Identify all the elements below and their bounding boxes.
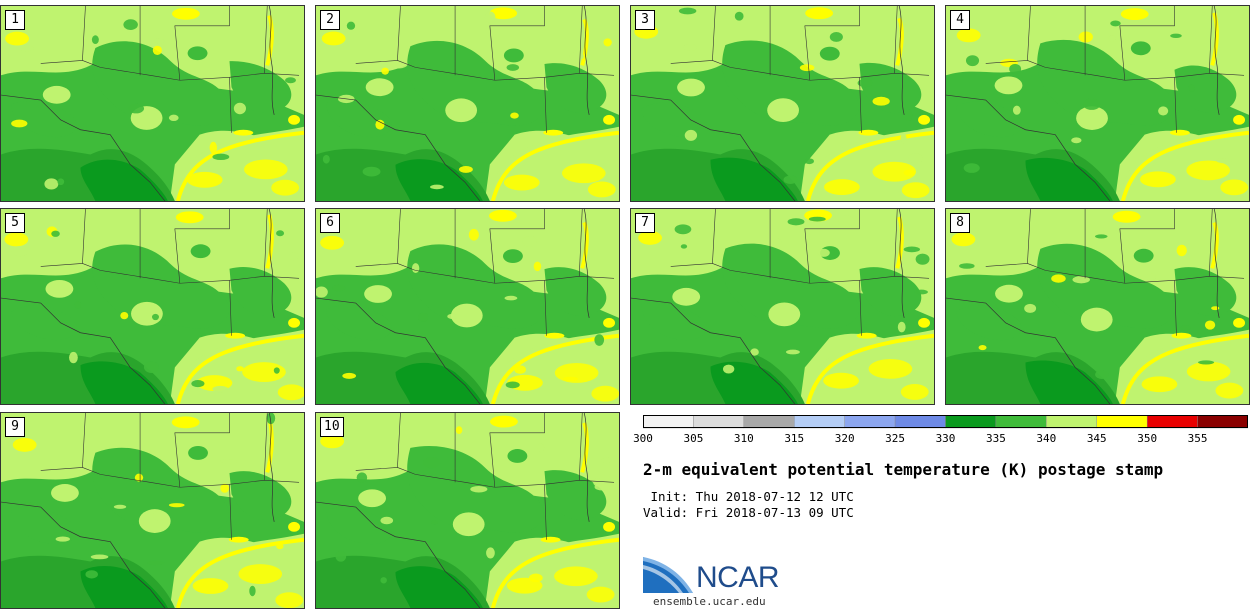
member-number-label: 8 bbox=[950, 213, 970, 233]
colorbar-swatch bbox=[995, 415, 1047, 429]
member-number-label: 6 bbox=[320, 213, 340, 233]
colorbar-tick-label: 315 bbox=[784, 432, 805, 445]
colorbar-outline bbox=[643, 415, 1248, 428]
member-map bbox=[946, 209, 1249, 404]
colorbar-swatch bbox=[894, 415, 946, 429]
member-map bbox=[1, 209, 304, 404]
member-number-label: 9 bbox=[5, 417, 25, 437]
colorbar-swatch bbox=[693, 415, 745, 429]
member-number-label: 5 bbox=[5, 213, 25, 233]
colorbar-swatch bbox=[844, 415, 896, 429]
ensemble-member-panel: 4 bbox=[945, 5, 1250, 202]
colorbar-swatch bbox=[643, 415, 694, 429]
member-map bbox=[1, 413, 304, 608]
valid-time: Valid: Fri 2018-07-13 09 UTC bbox=[643, 505, 854, 520]
colorbar-swatch bbox=[1096, 415, 1148, 429]
colorbar-ticks: 300 305 310 315 320 325 330 335 340 345 350 355 bbox=[633, 432, 1248, 448]
colorbar-tick-label: 350 bbox=[1137, 432, 1158, 445]
colorbar-swatch bbox=[1197, 415, 1248, 429]
ensemble-member-panel: 6 bbox=[315, 208, 620, 405]
ensemble-member-panel: 3 bbox=[630, 5, 935, 202]
member-number-label: 3 bbox=[635, 10, 655, 30]
member-number-label: 1 bbox=[5, 10, 25, 30]
member-map bbox=[946, 6, 1249, 201]
member-map bbox=[316, 209, 619, 404]
member-number-label: 4 bbox=[950, 10, 970, 30]
colorbar-tick-label: 320 bbox=[834, 432, 855, 445]
figure-title: 2-m equivalent potential temperature (K)… bbox=[643, 460, 1164, 479]
ensemble-member-panel: 1 bbox=[0, 5, 305, 202]
colorbar-swatch bbox=[794, 415, 845, 429]
ensemble-member-panel: 8 bbox=[945, 208, 1250, 405]
colorbar-tick-label: 305 bbox=[683, 432, 704, 445]
ensemble-member-panel: 2 bbox=[315, 5, 620, 202]
member-map bbox=[316, 413, 619, 608]
member-map bbox=[316, 6, 619, 201]
colorbar-tick-label: 345 bbox=[1086, 432, 1107, 445]
member-number-label: 2 bbox=[320, 10, 340, 30]
ncar-wordmark: NCAR bbox=[696, 561, 780, 594]
member-map bbox=[631, 6, 934, 201]
ncar-logo-icon bbox=[643, 557, 693, 593]
member-number-label: 7 bbox=[635, 213, 655, 233]
colorbar-tick-label: 310 bbox=[733, 432, 754, 445]
member-map bbox=[631, 209, 934, 404]
ensemble-member-panel: 7 bbox=[630, 208, 935, 405]
colorbar-tick-label: 300 bbox=[633, 432, 653, 445]
colorbar-tick-label: 355 bbox=[1187, 432, 1208, 445]
website-url: ensemble.ucar.edu bbox=[653, 595, 766, 608]
ensemble-member-panel: 9 bbox=[0, 412, 305, 609]
colorbar-tick-label: 340 bbox=[1036, 432, 1057, 445]
colorbar-swatch bbox=[743, 415, 795, 429]
member-map bbox=[1, 6, 304, 201]
colorbar-swatch bbox=[945, 415, 997, 429]
colorbar-tick-label: 325 bbox=[885, 432, 906, 445]
colorbar-tick-label: 330 bbox=[935, 432, 956, 445]
member-number-label: 10 bbox=[320, 417, 344, 437]
ensemble-member-panel: 10 bbox=[315, 412, 620, 609]
init-time: Init: Thu 2018-07-12 12 UTC bbox=[643, 489, 854, 504]
colorbar-swatch bbox=[1146, 415, 1198, 429]
ensemble-member-panel: 5 bbox=[0, 208, 305, 405]
colorbar-swatch bbox=[1046, 415, 1097, 429]
colorbar bbox=[643, 415, 1248, 429]
colorbar-tick-label: 335 bbox=[985, 432, 1006, 445]
